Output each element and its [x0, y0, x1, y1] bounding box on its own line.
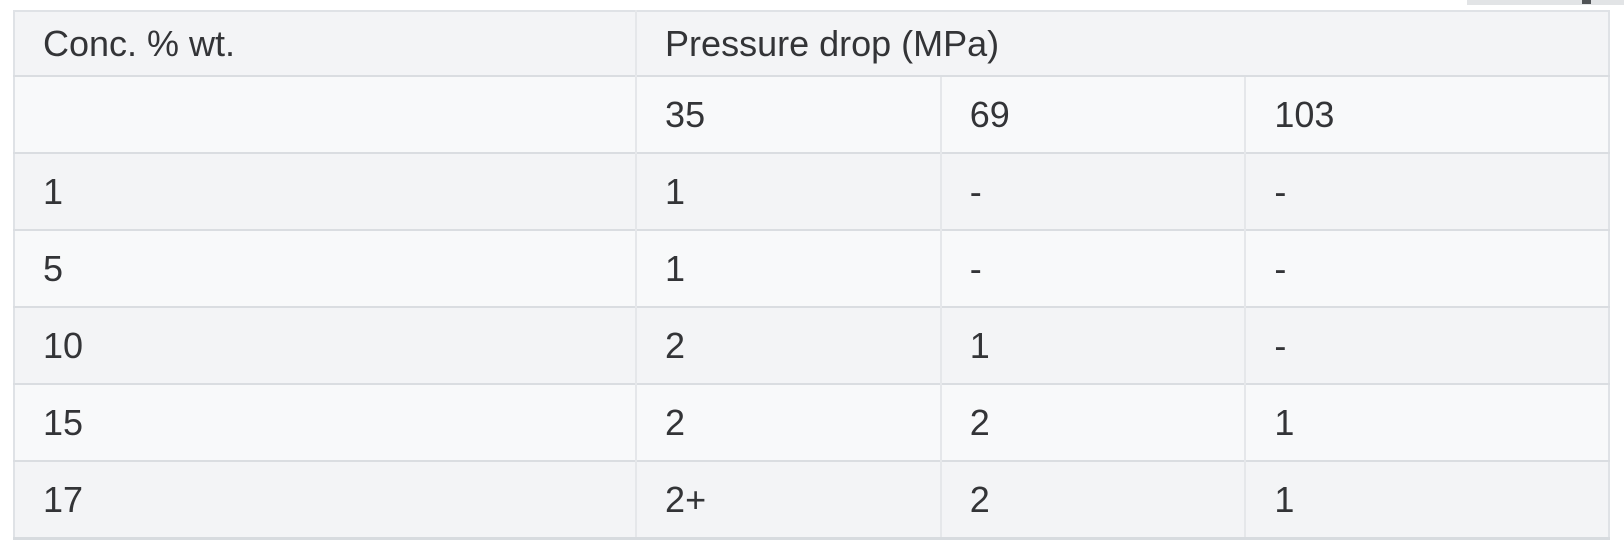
col-header-concentration: Conc. % wt. — [43, 22, 236, 64]
cell-value: 1 — [1244, 460, 1609, 539]
cell-value: 2 — [635, 306, 941, 384]
cell-conc: 17 — [14, 460, 637, 539]
pressure-level-103: 103 — [1244, 75, 1609, 153]
cell-value: 1 — [1244, 383, 1609, 461]
table-row: 17 2+ 2 1 — [14, 460, 1609, 539]
cell-value: - — [1244, 306, 1609, 384]
table-row: 10 2 1 - — [14, 306, 1609, 384]
cell-value: - — [939, 152, 1246, 230]
pressure-level-35: 35 — [635, 75, 941, 153]
cell-value: - — [1244, 152, 1609, 230]
col-header-pressure-drop: Pressure drop (MPa) — [635, 11, 1609, 76]
cell-value: 2 — [939, 383, 1246, 461]
table-row: 1 1 - - — [14, 152, 1609, 230]
cell-value: - — [1244, 229, 1609, 307]
cutoff-toolbar-icon[interactable] — [1582, 0, 1591, 4]
table-subheader-row: 35 69 103 — [14, 75, 1609, 153]
cell-conc: 10 — [14, 306, 637, 384]
cell-value: 1 — [635, 152, 941, 230]
cell-value: 1 — [939, 306, 1246, 384]
cell-value: 1 — [635, 229, 941, 307]
cell-value: 2 — [635, 383, 941, 461]
pressure-level-69: 69 — [939, 75, 1246, 153]
table-header-row: Conc. % wt. Pressure drop (MPa) — [14, 11, 1609, 76]
cell-value: 2 — [939, 460, 1246, 539]
table-row: 5 1 - - — [14, 229, 1609, 307]
cell-conc: 1 — [14, 152, 637, 230]
toolbar-cutoff-strip — [1467, 0, 1624, 5]
table-row: 15 2 2 1 — [14, 383, 1609, 461]
cell-value: - — [939, 229, 1246, 307]
empty-header-cell — [14, 75, 637, 153]
cell-conc: 15 — [14, 383, 637, 461]
cell-value: 2+ — [635, 460, 941, 539]
cell-conc: 5 — [14, 229, 637, 307]
pressure-drop-table: Conc. % wt. Pressure drop (MPa) 35 69 10… — [13, 10, 1610, 540]
